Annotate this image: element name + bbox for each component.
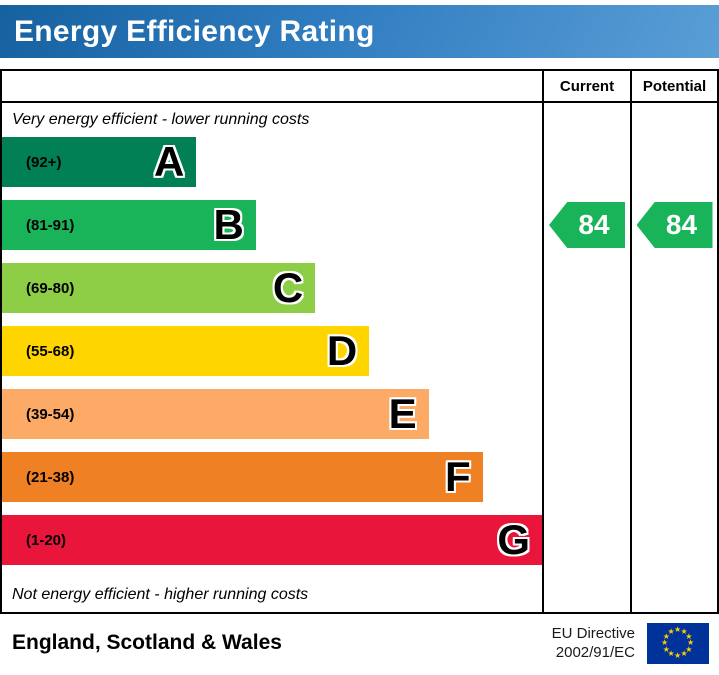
- eu-directive-line2: 2002/91/EC: [555, 644, 635, 661]
- energy-rating-chart: Current Potential Very energy efficient …: [0, 69, 719, 614]
- eu-flag-star: ★: [661, 638, 669, 647]
- eu-flag-star: ★: [685, 644, 693, 654]
- band-range-label: (21-38): [26, 468, 75, 486]
- eu-flag-icon: ★ ★ ★ ★ ★ ★ ★ ★ ★ ★ ★ ★: [647, 622, 709, 664]
- current-rating-value: 84: [578, 209, 610, 240]
- band-row-f: (21-38) F: [2, 452, 542, 515]
- eu-flag-star: ★: [687, 638, 695, 647]
- band-row-g: (1-20) G: [2, 515, 542, 578]
- band-row-d: (55-68) D: [2, 326, 542, 389]
- band-bar-g: (1-20) G: [2, 515, 542, 565]
- band-range-label: (81-91): [26, 216, 75, 234]
- potential-rating-arrow: 84: [636, 202, 713, 248]
- band-bar-a: (92+) A: [2, 137, 197, 187]
- band-bar-d: (55-68) D: [2, 326, 370, 376]
- band-row-e: (39-54) E: [2, 389, 542, 452]
- eu-flag-star: ★: [662, 644, 670, 654]
- chart-header-row: Current Potential: [2, 71, 717, 103]
- chart-body: Very energy efficient - lower running co…: [2, 103, 717, 612]
- potential-column-header: Potential: [630, 71, 717, 101]
- region-label: England, Scotland & Wales: [12, 631, 282, 654]
- band-letter: G: [497, 516, 530, 563]
- band-letter: F: [444, 453, 471, 500]
- band-range-label: (69-80): [26, 279, 75, 297]
- bottom-note: Not energy efficient - higher running co…: [12, 586, 309, 603]
- band-letter: D: [326, 327, 358, 374]
- band-range-label: (39-54): [26, 405, 75, 423]
- eu-flag-star: ★: [685, 631, 693, 641]
- band-row-b: (81-91) B: [2, 200, 542, 263]
- top-note: Very energy efficient - lower running co…: [12, 111, 310, 128]
- band-range-label: (55-68): [26, 342, 75, 360]
- eu-flag-star: ★: [674, 625, 682, 634]
- eu-flag-star: ★: [667, 626, 675, 636]
- potential-rating-column: 84: [630, 103, 717, 612]
- band-bar-b: (81-91) B: [2, 200, 256, 250]
- band-bar-c: (69-80) C: [2, 263, 316, 313]
- eu-flag-star: ★: [680, 626, 688, 636]
- eu-flag-star: ★: [667, 649, 675, 659]
- current-column-header: Current: [542, 71, 630, 101]
- band-row-c: (69-80) C: [2, 263, 542, 326]
- eu-flag-star: ★: [680, 649, 688, 659]
- eu-directive-line1: EU Directive: [551, 624, 635, 642]
- band-range-label: (1-20): [26, 531, 67, 549]
- page-title: Energy Efficiency Rating: [14, 14, 375, 48]
- band-bar-e: (39-54) E: [2, 389, 429, 439]
- band-row-a: (92+) A: [2, 137, 542, 200]
- band-letter: B: [213, 201, 244, 248]
- band-letter: A: [154, 138, 185, 185]
- eu-flag-star: ★: [674, 651, 682, 660]
- band-bar-f: (21-38) F: [2, 452, 483, 502]
- chart-footer: England, Scotland & Wales EU Directive 2…: [0, 614, 719, 672]
- band-range-label: (92+): [26, 153, 62, 171]
- header-spacer: [2, 71, 542, 101]
- current-rating-column: 84: [542, 103, 630, 612]
- eu-flag-star: ★: [662, 631, 670, 641]
- band-letter: E: [388, 390, 417, 437]
- eu-directive-label: EU Directive 2002/91/EC: [552, 624, 635, 663]
- band-letter: C: [272, 264, 304, 311]
- current-rating-arrow: 84: [549, 202, 625, 248]
- potential-rating-value: 84: [665, 209, 698, 240]
- rating-bars-area: Very energy efficient - lower running co…: [2, 103, 542, 612]
- page-title-banner: Energy Efficiency Rating: [0, 5, 719, 58]
